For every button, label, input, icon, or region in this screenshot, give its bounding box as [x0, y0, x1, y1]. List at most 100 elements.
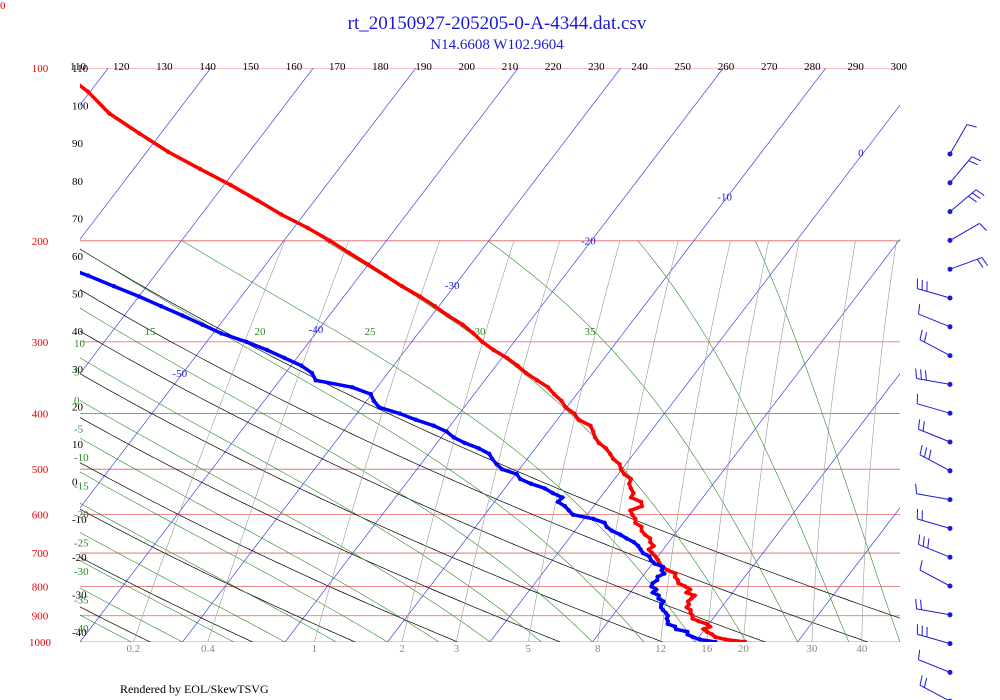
temperature-point: [673, 571, 678, 576]
moist-left-label: 10: [74, 338, 86, 350]
mixing-ratio-label: 0.2: [127, 643, 141, 655]
wind-barb-feather: [981, 257, 989, 267]
temperature-point: [576, 417, 581, 422]
mixing-ratio-line: [660, 240, 731, 642]
theta-top-label: 150: [243, 61, 260, 73]
dewpoint-point: [570, 512, 576, 517]
dewpoint-point: [219, 331, 224, 336]
temperature-upper-point: [70, 40, 74, 44]
chart-subtitle: N14.6608 W102.9604: [430, 37, 564, 53]
temperature-point: [689, 596, 694, 601]
temperature-point: [588, 423, 593, 428]
temperature-upper-point: [92, 4, 96, 8]
isobar-label: 800: [32, 581, 49, 593]
temperature-point: [552, 391, 557, 397]
dewpoint-point: [494, 462, 499, 467]
wind-barb-shaft: [918, 313, 951, 328]
isobar-label: 900: [32, 611, 49, 623]
mixing-ratio-label: 2: [399, 643, 405, 655]
temperature-point: [618, 467, 624, 472]
dewpoint-point: [656, 593, 661, 598]
temperature-point: [305, 225, 311, 231]
dewpoint-point: [431, 423, 436, 428]
moist-adiabat-line: [324, 240, 747, 642]
moist-adiabat-line: [80, 357, 542, 642]
wind-barb-shaft: [918, 659, 951, 673]
dewpoint-point: [111, 284, 117, 289]
temperature-point: [665, 568, 670, 573]
temperature-point: [743, 639, 748, 642]
dewpoint-point: [672, 624, 678, 629]
temperature-point: [622, 471, 627, 477]
dewpoint-point: [518, 476, 523, 482]
moist-left-label: 5: [74, 367, 80, 379]
wind-barb-feather: [915, 483, 918, 494]
wind-barb-feather: [975, 189, 985, 196]
isobar-label: 500: [32, 464, 49, 476]
temperature-point: [638, 499, 644, 505]
wind-barb-feather: [915, 598, 918, 609]
theta-left-label: 50: [72, 289, 84, 301]
theta-top-label: 210: [502, 61, 519, 73]
isotherm-line: [80, 68, 212, 240]
temperature-point: [647, 536, 653, 541]
dewpoint-point: [660, 564, 666, 570]
moist-left-label: -30: [74, 566, 89, 578]
dewpoint-point: [528, 481, 534, 486]
temperature-point: [591, 429, 596, 434]
dewpoint-point: [56, 262, 60, 266]
temperature-point: [524, 370, 529, 376]
temperature-point: [504, 355, 510, 361]
mixing-ratio-label: 1: [312, 643, 318, 655]
temperature-point: [137, 131, 142, 136]
dewpoint-point: [313, 378, 318, 383]
moist-adiabat-line: [80, 614, 132, 642]
wind-barb-shaft: [919, 569, 951, 587]
corner-label: 0: [0, 0, 6, 12]
isobar-label: 100: [32, 63, 49, 75]
isotherm-line: [80, 68, 417, 509]
theta-top-label: 270: [761, 61, 778, 73]
dewpoint-point: [618, 532, 623, 537]
temperature-point: [279, 212, 284, 217]
moist-left-label: -20: [74, 509, 89, 521]
wind-barb-shaft: [949, 257, 983, 270]
dewpoint-point: [309, 370, 315, 376]
temperature-point: [655, 557, 661, 563]
moist-adiabat-line: [80, 437, 439, 642]
temperature-point: [198, 166, 203, 172]
theta-left-label: 40: [72, 326, 84, 338]
dewpoint-point: [648, 557, 654, 563]
isotherm-label: 0: [858, 147, 864, 159]
mixing-ratio-label: 0.4: [201, 643, 215, 655]
temperature-point: [399, 284, 405, 289]
dewpoint-point: [655, 574, 660, 579]
dry-adiabat-line: [80, 417, 561, 642]
temperature-point: [617, 462, 622, 467]
wind-barb-shaft: [919, 339, 951, 357]
wind-barb-shaft: [917, 518, 951, 529]
temperature-point: [347, 250, 352, 256]
moist-top-label: 20: [255, 326, 267, 338]
wind-barb-feather: [968, 160, 978, 166]
dewpoint-point: [499, 467, 505, 472]
wind-barb-shaft: [917, 403, 951, 414]
moist-left-label: -15: [74, 481, 89, 493]
temperature-point: [696, 619, 701, 624]
wind-barb-feather: [917, 534, 921, 545]
wind-barb-feather: [966, 124, 977, 128]
wind-barb-feather: [919, 444, 923, 455]
diagram-grid: [80, 68, 900, 642]
wind-barb-feather: [924, 370, 927, 381]
temperature-upper-point: [72, 45, 76, 49]
dewpoint-point: [180, 313, 185, 318]
dewpoint-point: [562, 504, 568, 509]
moist-adiabat-line: [80, 307, 593, 642]
dry-adiabat-line: [80, 248, 900, 619]
moist-left-label: -35: [74, 595, 89, 607]
dewpoint-point: [350, 385, 355, 390]
mixing-ratio-label: 16: [701, 643, 713, 655]
mixing-ratio-line: [133, 240, 286, 642]
dewpoint-point: [697, 637, 703, 642]
wind-barbs: [915, 124, 989, 700]
